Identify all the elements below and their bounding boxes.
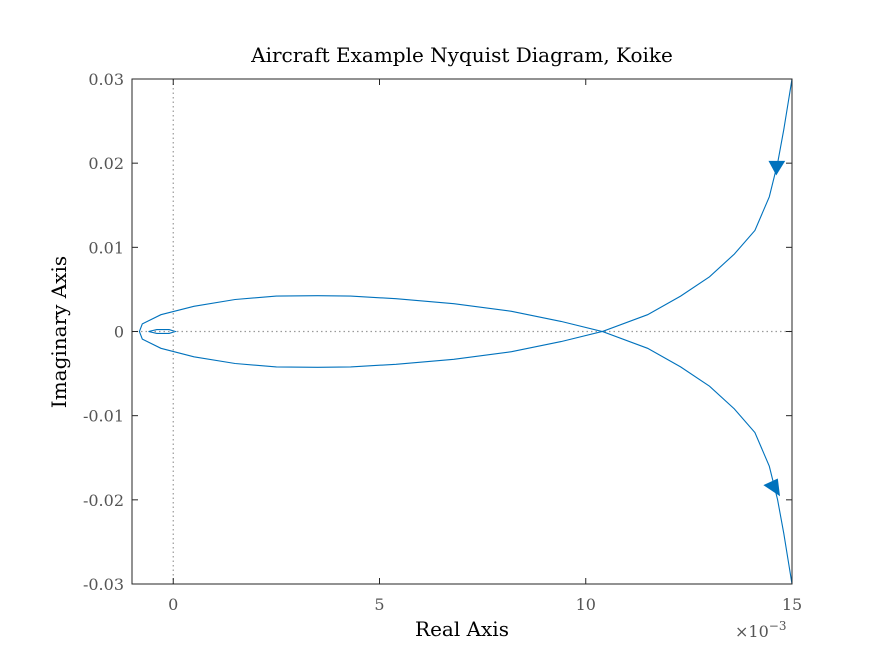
y-tick-label: -0.02 — [83, 491, 124, 510]
nyquist-inner-loop — [148, 329, 178, 334]
y-axis-ticks: 0.03 0.02 0.01 0 -0.01 -0.02 -0.03 — [83, 70, 792, 594]
direction-arrow-2 — [763, 478, 781, 497]
y-axis-label: Imaginary Axis — [47, 256, 71, 408]
y-tick-label: -0.03 — [83, 575, 124, 594]
x-tick-label: 10 — [576, 595, 596, 614]
y-tick-label: 0 — [114, 323, 124, 342]
nyquist-curve — [138, 78, 793, 585]
nyquist-curves — [138, 78, 793, 585]
reference-lines — [132, 79, 792, 584]
direction-arrow-1 — [768, 160, 786, 176]
x-axis-ticks: 0 5 10 15 — [168, 79, 802, 614]
y-tick-label: 0.03 — [88, 70, 124, 89]
x-axis-label: Real Axis — [415, 617, 509, 641]
y-tick-label: -0.01 — [83, 407, 124, 426]
direction-arrows — [763, 160, 786, 497]
chart-title: Aircraft Example Nyquist Diagram, Koike — [250, 43, 673, 67]
y-tick-label: 0.02 — [88, 154, 124, 173]
x-tick-label: 15 — [782, 595, 802, 614]
y-tick-label: 0.01 — [88, 238, 124, 257]
x-tick-label: 0 — [168, 595, 178, 614]
x-exponent-label: ×10−3 — [735, 619, 786, 641]
x-tick-label: 5 — [374, 595, 384, 614]
